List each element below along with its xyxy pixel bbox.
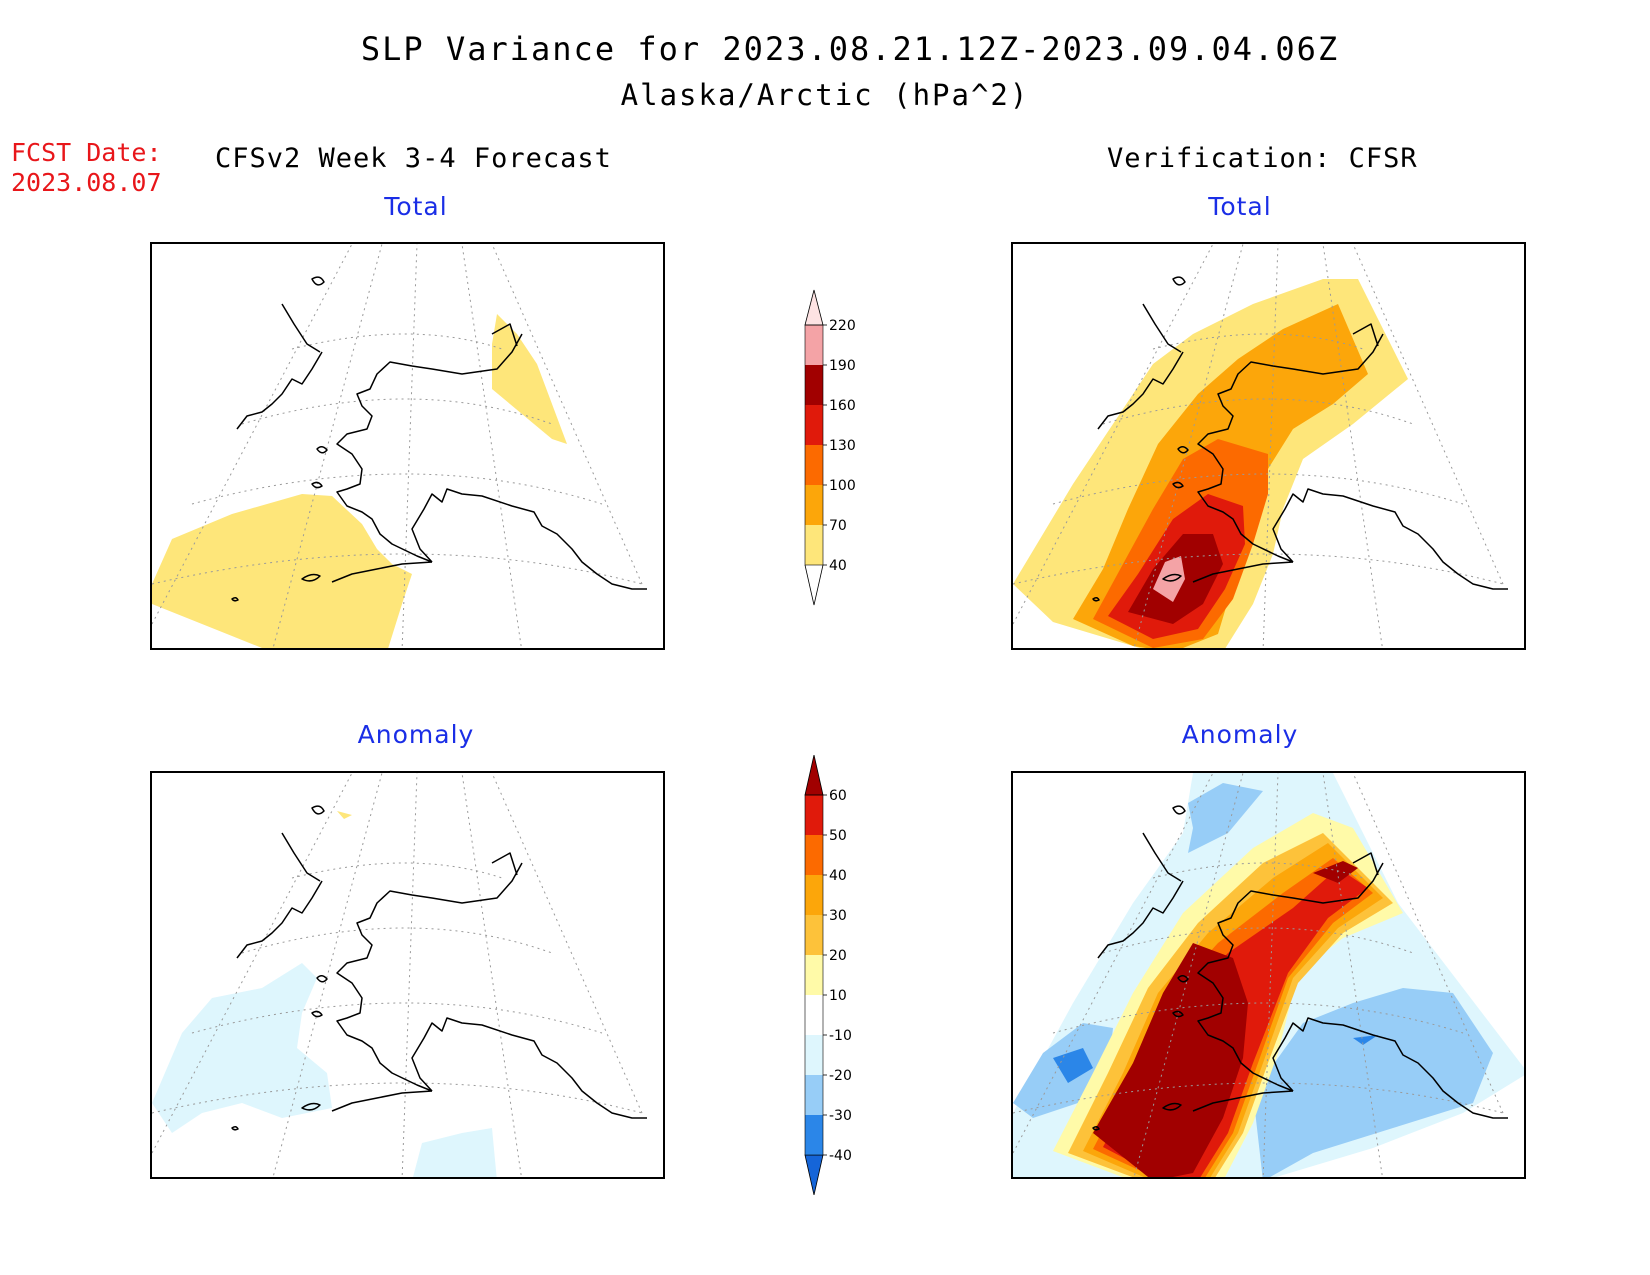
map-subtitle: Alaska/Arctic (hPa^2)	[620, 78, 1030, 112]
forecast-anomaly-label: Anomaly	[357, 720, 475, 749]
total-colorbar-label: 100	[829, 478, 856, 494]
anomaly-colorbar-label: 50	[829, 828, 847, 844]
total-colorbar-box-3	[805, 405, 823, 445]
verification-anomaly-contour-60	[1093, 943, 1248, 1177]
total-colorbar-box-5	[805, 325, 823, 365]
verification-total-label: Total	[1208, 192, 1272, 221]
anomaly-colorbar-label: -40	[829, 1148, 852, 1164]
anomaly-colorbar-box-2	[805, 1075, 823, 1115]
anomaly-colorbar-top-triangle	[804, 755, 824, 796]
verification-anomaly-contour-neg30-east	[1353, 1035, 1378, 1045]
anomaly-colorbar-box-9	[805, 795, 823, 835]
anomaly-colorbar-label: 40	[829, 868, 847, 884]
forecast-total-contour-40-west	[152, 494, 412, 648]
anomaly-colorbar-box-5	[805, 955, 823, 995]
anomaly-colorbar-label: -10	[829, 1028, 852, 1044]
fcst-date-label: FCST Date: 2023.08.07	[11, 138, 162, 198]
fcst-date-value: 2023.08.07	[11, 168, 162, 197]
verification-anomaly-map	[1011, 771, 1526, 1179]
verification-column-header: Verification: CFSR	[1107, 143, 1418, 174]
forecast-total-map	[150, 242, 665, 650]
verification-total-contour-190	[1153, 556, 1185, 602]
anomaly-colorbar-box-7	[805, 875, 823, 915]
total-colorbar-label: 190	[829, 358, 856, 374]
forecast-anomaly-contour-neg10-west	[152, 963, 332, 1133]
anomaly-colorbar-box-1	[805, 1115, 823, 1155]
total-colorbar-label: 40	[829, 558, 847, 574]
total-colorbar-bottom-triangle	[804, 564, 824, 606]
total-colorbar-top-triangle	[804, 289, 824, 326]
anomaly-colorbar-box-3	[805, 1035, 823, 1075]
fcst-date-caption: FCST Date:	[11, 138, 162, 167]
total-colorbar-label: 70	[829, 518, 847, 534]
map-title: SLP Variance for 2023.08.21.12Z-2023.09.…	[360, 30, 1340, 68]
anomaly-colorbar-label: 30	[829, 908, 847, 924]
anomaly-colorbar-box-4	[805, 995, 823, 1035]
total-colorbar: 40 70 100 130 160 190 220	[804, 289, 856, 606]
verification-anomaly-contour-neg20-north	[1188, 783, 1263, 853]
anomaly-colorbar-label: 10	[829, 988, 847, 1004]
verification-anomaly-label: Anomaly	[1181, 720, 1299, 749]
anomaly-colorbar-label: -30	[829, 1108, 852, 1124]
total-colorbar-box-4	[805, 365, 823, 405]
anomaly-colorbar-label: 20	[829, 948, 847, 964]
forecast-anomaly-contour-neg10-south	[413, 1128, 497, 1177]
verification-total-map	[1011, 242, 1526, 650]
total-colorbar-box-2	[805, 445, 823, 485]
total-colorbar-label: 160	[829, 398, 856, 414]
forecast-total-label: Total	[384, 192, 448, 221]
forecast-anomaly-contour-10-north	[337, 811, 352, 819]
forecast-column-header: CFSv2 Week 3-4 Forecast	[215, 143, 612, 174]
forecast-total-contour-40-north	[492, 314, 567, 444]
anomaly-colorbar-box-8	[805, 835, 823, 875]
anomaly-colorbar-outline	[804, 794, 824, 1156]
total-colorbar-label: 220	[829, 318, 856, 334]
forecast-anomaly-map	[150, 771, 665, 1179]
anomaly-colorbar-label: 60	[829, 788, 847, 804]
total-colorbar-box-1	[805, 485, 823, 525]
total-colorbar-box-0	[805, 525, 823, 565]
verification-anomaly-contour-neg30-west	[1053, 1048, 1093, 1083]
anomaly-colorbar: -40 -30 -20 -10 10 20 30 40 50 60	[804, 755, 852, 1195]
total-colorbar-label: 130	[829, 438, 856, 454]
verification-anomaly-contour-neg20-east	[1253, 988, 1493, 1177]
anomaly-colorbar-bottom-triangle	[804, 1154, 824, 1195]
anomaly-colorbar-box-6	[805, 915, 823, 955]
anomaly-colorbar-label: -20	[829, 1068, 852, 1084]
verification-anomaly-contour-60-north	[1313, 861, 1358, 883]
